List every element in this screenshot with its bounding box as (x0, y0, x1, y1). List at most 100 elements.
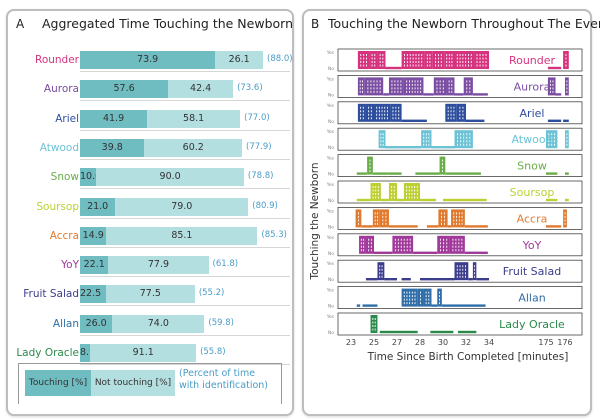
not-touching-interval (362, 304, 378, 307)
x-axis-label: Time Since Birth Completed [minutes] (367, 351, 569, 363)
y-tick-no: No (328, 172, 334, 178)
touching-interval (432, 51, 445, 69)
not-touching-interval (420, 251, 438, 254)
timeline-track: Yes No Soursop (326, 180, 583, 204)
bar-touching: 73.9 (80, 51, 216, 69)
timeline-track: Yes No Aurora (326, 75, 583, 98)
bar-track: 22.5 77.5 (55.2) (80, 285, 290, 307)
not-touching-interval (546, 225, 562, 228)
y-tick-yes: Yes (326, 314, 335, 320)
y-tick-yes: Yes (326, 76, 335, 82)
bar-not-touching: 79.0 (115, 197, 249, 216)
touching-interval (474, 51, 489, 69)
x-tick-label: 34 (484, 338, 494, 347)
not-touching-interval (431, 304, 438, 307)
not-touching-interval (420, 198, 437, 202)
not-touching-interval (454, 93, 464, 96)
bar-category-label: Soursop (36, 200, 79, 213)
bar-identification-percent: (77.9) (246, 141, 272, 152)
bar-row: Rounder 73.9 26.1 (88.0) (8, 51, 293, 73)
bar-category-label: Lady Oracle (16, 347, 79, 359)
touching-interval (472, 262, 477, 281)
track-frame (337, 286, 583, 310)
not-touching-interval (547, 119, 562, 122)
bar-not-touching: 85.1 (106, 226, 258, 245)
bar-identification-percent: (55.8) (200, 347, 226, 357)
y-tick-yes: Yes (326, 208, 335, 214)
track-name-label: YoY (522, 239, 542, 252)
not-touching-interval (476, 278, 489, 281)
not-touching-interval (443, 198, 487, 202)
not-touching-interval (464, 251, 488, 254)
not-touching-interval (466, 119, 485, 122)
bar-touching: 10.0 (80, 168, 101, 187)
not-touching-interval (356, 172, 368, 175)
timeline-track: Yes No Fruit Salad (326, 259, 583, 283)
timeline-track: Yes No Lady Oracle (326, 312, 583, 336)
not-touching-interval (441, 146, 455, 149)
bar-row: Allan 26.0 74.0 (59.8) (8, 314, 292, 337)
bar-category-label: Rounder (35, 54, 79, 66)
bar-not-touching: 58.1 (147, 109, 241, 128)
panel-b-card: B Touching the Newborn Throughout The Ev… (302, 9, 600, 416)
touching-interval (449, 235, 465, 254)
not-touching-interval (546, 198, 558, 202)
bar-identification-percent: (78.8) (247, 171, 274, 182)
not-touching-interval (380, 198, 389, 202)
touching-interval (547, 77, 556, 96)
track-name-label: Ariel (520, 107, 545, 120)
x-tick-label: 23 (346, 338, 356, 347)
y-tick-yes: Yes (326, 50, 335, 56)
not-touching-interval (420, 278, 455, 281)
not-touching-interval (565, 198, 569, 202)
bar-identification-percent: (88.0) (267, 54, 293, 64)
touching-interval (388, 77, 404, 96)
bar-touching: 8.9 (80, 344, 95, 362)
not-touching-interval (390, 278, 397, 281)
touching-interval (377, 262, 385, 281)
not-touching-interval (372, 172, 388, 175)
not-touching-interval (356, 304, 361, 307)
x-tick-label: 175 (538, 338, 553, 347)
x-tick-label: 28 (415, 338, 425, 347)
touching-interval (446, 77, 455, 96)
bar-not-touching: 60.2 (144, 138, 243, 157)
bar-not-touching: 90.0 (96, 168, 244, 187)
not-touching-interval (546, 172, 558, 175)
y-tick-no: No (328, 119, 334, 125)
not-touching-interval (431, 146, 442, 149)
timeline-track: Yes No Snow (326, 154, 583, 178)
touching-interval (439, 156, 446, 175)
touching-interval (372, 209, 380, 228)
not-touching-interval (547, 66, 562, 70)
not-touching-interval (565, 172, 569, 175)
touching-interval (454, 130, 473, 149)
bar-row: Accra 14.9 85.1 (85.3) (8, 226, 292, 249)
legend-percent-note-line2: with identification) (179, 380, 269, 391)
not-touching-interval (464, 225, 488, 228)
touching-interval (438, 209, 448, 228)
bar-track: 10.0 90.0 (78.8) (80, 168, 290, 190)
bar-touching: 57.6 (80, 80, 169, 99)
y-tick-no: No (328, 224, 334, 230)
not-touching-interval (445, 172, 481, 175)
track-frame (337, 180, 583, 204)
touching-interval (364, 77, 384, 96)
not-touching-interval (397, 198, 404, 202)
bar-category-label: Ariel (55, 112, 79, 125)
timeline-track: Yes No Ariel (326, 101, 583, 125)
bar-category-label: Snow (50, 171, 79, 184)
bar-identification-percent: (73.6) (237, 83, 263, 94)
x-tick-label: 30 (438, 338, 448, 347)
bar-touching: 21.0 (80, 197, 116, 216)
y-tick-yes: Yes (326, 182, 335, 188)
bar-category-label: Allan (52, 317, 79, 330)
touching-interval (369, 51, 378, 69)
x-tick-label: 176 (557, 338, 572, 347)
not-touching-interval (415, 172, 440, 175)
timeline-track: Yes No Atwood (326, 127, 583, 151)
y-tick-no: No (328, 92, 334, 98)
not-touching-interval (387, 172, 402, 175)
track-name-label: Soursop (510, 186, 555, 199)
not-touching-interval (430, 330, 454, 334)
